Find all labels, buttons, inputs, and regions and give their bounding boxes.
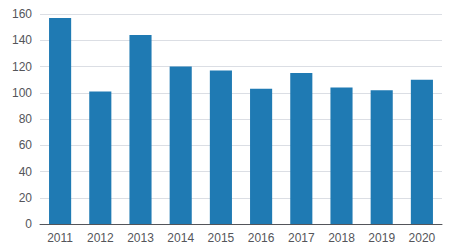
svg-text:0: 0 <box>25 217 32 231</box>
svg-text:2014: 2014 <box>167 231 194 245</box>
svg-text:2016: 2016 <box>248 231 275 245</box>
svg-text:2017: 2017 <box>288 231 315 245</box>
svg-text:100: 100 <box>12 86 32 100</box>
svg-text:160: 160 <box>12 7 32 21</box>
svg-text:2015: 2015 <box>208 231 235 245</box>
svg-text:2019: 2019 <box>368 231 395 245</box>
svg-text:60: 60 <box>19 138 33 152</box>
svg-text:2020: 2020 <box>409 231 436 245</box>
svg-text:120: 120 <box>12 60 32 74</box>
svg-text:2011: 2011 <box>47 231 73 245</box>
svg-text:2018: 2018 <box>328 231 355 245</box>
svg-text:2012: 2012 <box>87 231 114 245</box>
svg-text:20: 20 <box>19 191 33 205</box>
svg-text:40: 40 <box>19 165 33 179</box>
svg-text:80: 80 <box>19 112 33 126</box>
svg-text:140: 140 <box>12 33 32 47</box>
svg-text:2013: 2013 <box>127 231 154 245</box>
